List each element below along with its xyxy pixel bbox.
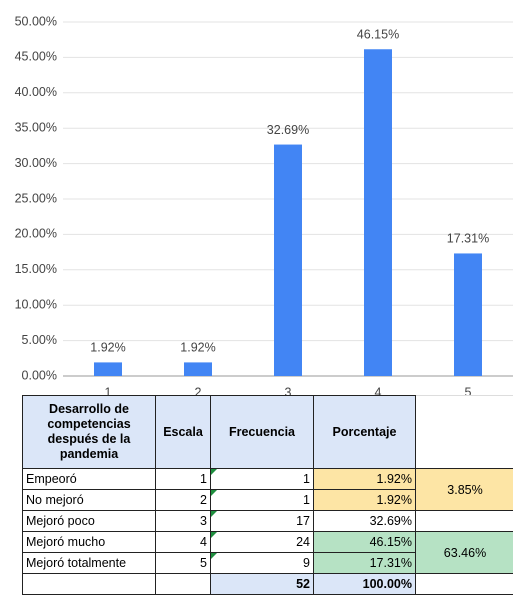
total-cell: 52 [211, 574, 314, 595]
cell [156, 574, 211, 595]
merged-cell: 63.46% [416, 532, 513, 574]
header-cell [416, 396, 513, 469]
merged-cell: 3.85% [416, 469, 513, 511]
header-cell: Desarrollo de competencias después de la… [23, 396, 156, 469]
cell: 17.31% [314, 553, 416, 574]
y-tick-label: 45.00% [15, 50, 57, 64]
total-cell: 100.00% [314, 574, 416, 595]
bar [184, 362, 212, 376]
x-tick-label: 3 [285, 385, 292, 395]
cell: No mejoró [23, 490, 156, 511]
cell: 32.69% [314, 511, 416, 532]
data-label: 1.92% [180, 341, 215, 355]
y-tick-label: 20.00% [15, 227, 57, 241]
header-cell: Escala [156, 396, 211, 469]
data-label: 32.69% [267, 123, 309, 137]
cell: 1.92% [314, 490, 416, 511]
cell [416, 511, 513, 532]
y-tick-label: 30.00% [15, 156, 57, 170]
y-tick-label: 35.00% [15, 120, 57, 134]
cell: 1 [156, 469, 211, 490]
chart: 0.00% 5.00% 10.00% 15.00% 20.00% 25.00% 30.00%… [0, 0, 513, 395]
cell: Mejoró totalmente [23, 553, 156, 574]
cell [23, 574, 156, 595]
cell: 17 [211, 511, 314, 532]
y-tick-label: 25.00% [15, 191, 57, 205]
y-tick-label: 0.00% [22, 368, 57, 382]
bar [94, 362, 122, 376]
x-tick-label: 1 [105, 385, 112, 395]
x-tick-label: 5 [465, 385, 472, 395]
cell: 1 [211, 490, 314, 511]
bar [454, 253, 482, 376]
y-tick-label: 50.00% [15, 14, 57, 28]
y-tick-label: 10.00% [15, 297, 57, 311]
cell: 2 [156, 490, 211, 511]
cell: 9 [211, 553, 314, 574]
cell: 1.92% [314, 469, 416, 490]
bar [274, 145, 302, 376]
cell [416, 574, 513, 595]
y-tick-label: 40.00% [15, 85, 57, 99]
y-tick-label: 5.00% [22, 333, 57, 347]
cell: 4 [156, 532, 211, 553]
cell: 46.15% [314, 532, 416, 553]
cell: Mejoró mucho [23, 532, 156, 553]
header-cell: Porcentaje [314, 396, 416, 469]
data-table: Desarrollo de competencias después de la… [22, 395, 513, 595]
data-label: 17.31% [447, 232, 489, 246]
x-tick-label: 4 [375, 385, 382, 395]
bar [364, 49, 392, 376]
cell: Mejoró poco [23, 511, 156, 532]
data-label: 46.15% [357, 28, 399, 42]
cell: 5 [156, 553, 211, 574]
cell: Empeoró [23, 469, 156, 490]
cell: 1 [211, 469, 314, 490]
cell: 3 [156, 511, 211, 532]
data-label: 1.92% [90, 341, 125, 355]
header-cell: Frecuencia [211, 396, 314, 469]
y-tick-label: 15.00% [15, 262, 57, 276]
x-tick-label: 2 [195, 385, 202, 395]
cell: 24 [211, 532, 314, 553]
